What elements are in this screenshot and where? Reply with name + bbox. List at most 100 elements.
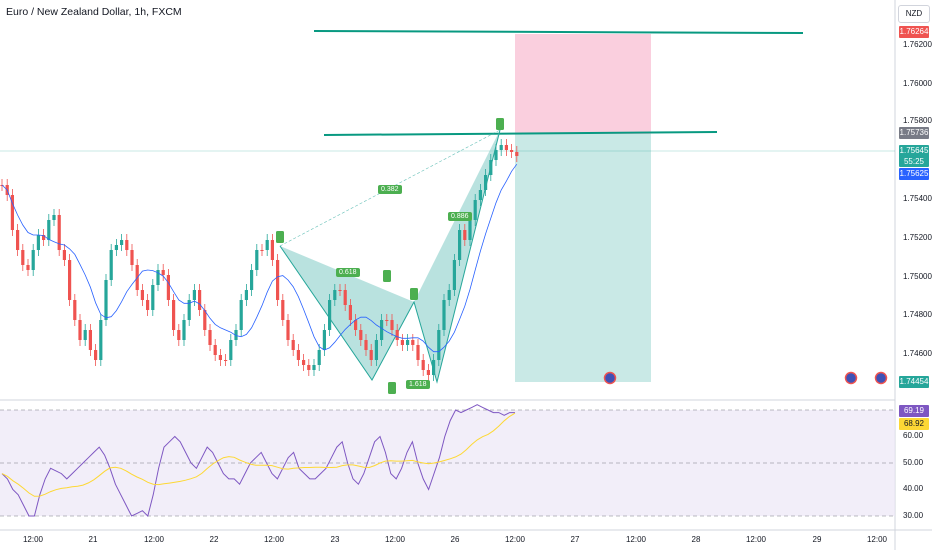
candle-body bbox=[395, 330, 399, 340]
price-axis-label: 1.75000 bbox=[903, 272, 932, 281]
time-axis-label: 21 bbox=[88, 535, 98, 544]
candle-body bbox=[42, 235, 46, 240]
candle-body bbox=[291, 340, 295, 350]
candle-body bbox=[255, 250, 259, 270]
candle-body bbox=[307, 365, 311, 370]
candle-body bbox=[146, 300, 150, 310]
candle-body bbox=[16, 230, 20, 250]
stop-zone[interactable] bbox=[515, 34, 651, 134]
candle-body bbox=[36, 235, 40, 250]
resistance-line-mid[interactable] bbox=[323, 131, 718, 136]
rsi-axis-label: 60.00 bbox=[903, 431, 924, 440]
moving-average-line bbox=[1, 163, 518, 353]
candle-body bbox=[447, 290, 451, 300]
pattern-ratio-label: 0.618 bbox=[336, 268, 360, 277]
candle-body bbox=[114, 245, 118, 250]
candle-body bbox=[432, 360, 436, 375]
candle-body bbox=[156, 270, 160, 285]
candle-body bbox=[151, 285, 155, 310]
ma-price-tag: 1.75625 bbox=[899, 168, 929, 180]
candle-body bbox=[348, 305, 352, 320]
rsi-ma-value-tag: 68.92 bbox=[899, 418, 929, 430]
candle-body bbox=[489, 160, 493, 175]
candle-body bbox=[322, 330, 326, 350]
last-price-value: 1.75645 bbox=[899, 146, 929, 155]
time-axis-label: 26 bbox=[450, 535, 460, 544]
target-zone[interactable] bbox=[515, 134, 651, 382]
candle-body bbox=[411, 340, 415, 345]
candle-body bbox=[338, 290, 342, 291]
price-axis-label: 1.75400 bbox=[903, 194, 932, 203]
candle-body bbox=[452, 260, 456, 290]
candle-body bbox=[47, 220, 51, 240]
price-axis-label: 1.76200 bbox=[903, 40, 932, 49]
candle-body bbox=[296, 350, 300, 360]
candle-body bbox=[99, 320, 103, 360]
pattern-point-c-marker bbox=[388, 382, 396, 394]
pattern-point-x-marker bbox=[276, 231, 284, 243]
candle-body bbox=[416, 345, 420, 360]
rsi-ma-line bbox=[1, 412, 516, 497]
pattern-ratio-label: 0.886 bbox=[448, 212, 472, 221]
candle-body bbox=[390, 320, 394, 330]
take-profit-price-tag: 1.76264 bbox=[899, 26, 929, 38]
candle-body bbox=[369, 350, 373, 360]
candle-body bbox=[354, 320, 358, 330]
time-axis-label: 12:00 bbox=[504, 535, 526, 544]
candle-body bbox=[317, 350, 321, 365]
candle-body bbox=[286, 320, 290, 340]
candle-body bbox=[250, 270, 254, 290]
candle-body bbox=[400, 340, 404, 345]
time-axis-label: 22 bbox=[209, 535, 219, 544]
candle-body bbox=[213, 345, 217, 355]
candle-body bbox=[177, 330, 181, 340]
currency-button[interactable]: NZD bbox=[898, 5, 930, 23]
candle-body bbox=[380, 320, 384, 340]
time-axis-label: 12:00 bbox=[263, 535, 285, 544]
candle-body bbox=[426, 370, 430, 375]
candle-body bbox=[302, 360, 306, 365]
candle-body bbox=[140, 290, 144, 300]
candle-body bbox=[62, 250, 66, 260]
pattern-point-b-marker bbox=[410, 288, 418, 300]
candle-body bbox=[203, 310, 207, 330]
harmonic-pattern[interactable] bbox=[279, 129, 501, 384]
resistance-line-top[interactable] bbox=[313, 30, 804, 34]
time-axis-label: 23 bbox=[330, 535, 340, 544]
pattern-ratio-label: 0.382 bbox=[378, 185, 402, 194]
rsi-axis-label: 30.00 bbox=[903, 511, 924, 520]
candle-body bbox=[515, 152, 519, 156]
candle-body bbox=[125, 240, 129, 250]
event-icons[interactable] bbox=[603, 371, 888, 385]
candle-body bbox=[504, 145, 508, 150]
time-axis-label: 12:00 bbox=[22, 535, 44, 544]
economic-event-icon bbox=[874, 371, 888, 385]
candle-body bbox=[78, 320, 82, 340]
candle-body bbox=[478, 190, 482, 200]
economic-event-icon bbox=[844, 371, 858, 385]
candle-body bbox=[10, 195, 14, 230]
candle-body bbox=[385, 320, 389, 321]
candle-body bbox=[458, 230, 462, 260]
candle-body bbox=[104, 280, 108, 320]
rsi-axis-label: 40.00 bbox=[903, 484, 924, 493]
candle-body bbox=[187, 300, 191, 320]
candle-body bbox=[494, 150, 498, 160]
candle-body bbox=[510, 150, 514, 152]
time-axis-label: 12:00 bbox=[745, 535, 767, 544]
time-axis-label: 27 bbox=[570, 535, 580, 544]
candle-body bbox=[52, 215, 56, 220]
candle-body bbox=[68, 260, 72, 300]
candle-body bbox=[172, 300, 176, 330]
price-axis-label: 1.74800 bbox=[903, 310, 932, 319]
candle-body bbox=[218, 355, 222, 360]
price-axis-label: 1.75800 bbox=[903, 116, 932, 125]
candle-body bbox=[161, 270, 165, 275]
candle-body bbox=[270, 240, 274, 260]
candle-body bbox=[406, 340, 410, 345]
time-axis-label: 29 bbox=[812, 535, 822, 544]
candle-body bbox=[359, 330, 363, 340]
candle-body bbox=[73, 300, 77, 320]
candle-body bbox=[109, 250, 113, 280]
